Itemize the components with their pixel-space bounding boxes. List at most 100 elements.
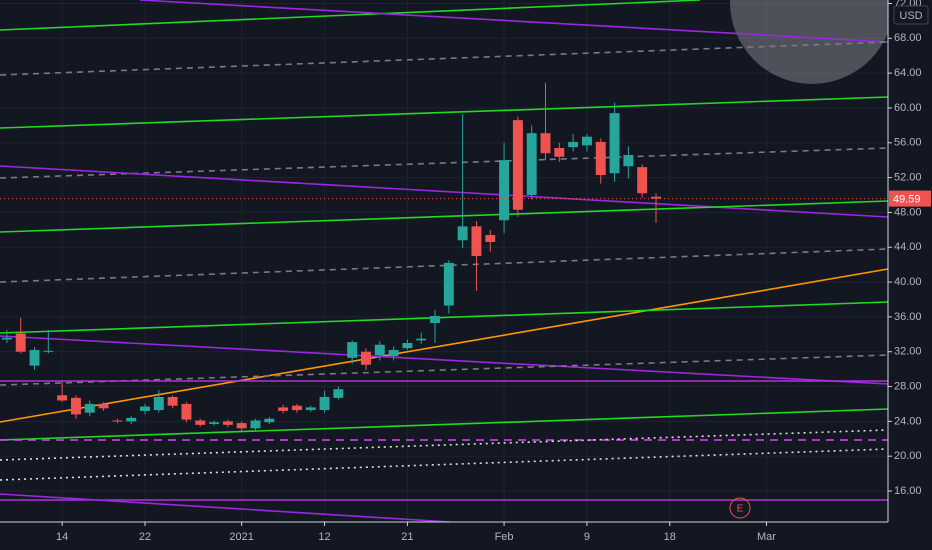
candle-body	[29, 349, 40, 366]
candle-body	[319, 396, 330, 411]
y-tick-label: 40.00	[894, 276, 922, 288]
candle-body	[609, 113, 620, 174]
candle-body	[1, 337, 12, 340]
x-tick-label: Feb	[495, 531, 514, 543]
candle-body	[374, 344, 385, 356]
trend-line	[0, 448, 889, 481]
overlay-circle	[730, 0, 894, 84]
currency-label: USD	[899, 10, 922, 22]
trend-line	[0, 493, 451, 523]
candles	[0, 82, 888, 431]
candle-body	[140, 406, 150, 411]
trend-line	[139, 0, 889, 43]
candle-body	[637, 167, 648, 194]
candle-body	[57, 395, 68, 401]
candle-body	[15, 333, 26, 352]
trend-line	[0, 200, 889, 233]
trend-line	[0, 335, 889, 385]
candle-body	[581, 136, 592, 146]
candle-body	[153, 396, 164, 411]
candle-body	[471, 226, 482, 256]
y-tick-label: 32.00	[894, 346, 922, 358]
candle-body	[209, 422, 220, 424]
candle-body	[167, 396, 178, 406]
last-price-box	[889, 190, 931, 207]
candle-body	[98, 403, 109, 409]
candle-body	[305, 407, 316, 411]
x-tick-label: Mar	[757, 531, 776, 543]
y-tick-label: 44.00	[894, 241, 922, 253]
trend-line	[0, 41, 889, 76]
candle-body	[126, 417, 137, 422]
candle-body	[416, 338, 427, 341]
candle-body	[195, 420, 206, 425]
candle-body	[485, 235, 496, 243]
trend-line	[0, 268, 889, 423]
candle-body	[499, 160, 510, 221]
event-label[interactable]: E	[737, 504, 744, 515]
grid	[0, 0, 888, 522]
candle-body	[623, 154, 634, 167]
candle-body	[181, 403, 192, 420]
time-axis	[0, 522, 932, 550]
trend-line	[0, 147, 889, 179]
candle-body	[291, 405, 302, 411]
trend-line	[0, 0, 701, 31]
candle-body	[540, 133, 551, 154]
y-tick-label: 36.00	[894, 311, 922, 323]
candle-body	[361, 351, 371, 365]
candle-body	[333, 389, 344, 398]
x-tick-label: 21	[401, 531, 413, 543]
candle-body	[222, 421, 233, 425]
x-tick-label: 22	[139, 531, 151, 543]
candle-body	[457, 226, 468, 241]
x-tick-label: 18	[664, 531, 676, 543]
currency-box	[893, 5, 929, 25]
y-tick-label: 68.00	[894, 32, 922, 44]
event-marker[interactable]	[729, 497, 751, 519]
drawings	[0, 0, 894, 523]
y-tick-label: 16.00	[894, 485, 922, 497]
candle-body	[526, 133, 537, 196]
candle-body	[43, 350, 54, 352]
y-tick-label: 72.00	[894, 0, 922, 9]
candle-body	[70, 397, 81, 415]
y-tick-label: 28.00	[894, 380, 922, 392]
candle-body	[347, 342, 358, 358]
candle-body	[568, 141, 579, 148]
x-tick-label: 14	[56, 531, 68, 543]
trend-line	[0, 165, 889, 218]
candle-body	[595, 141, 606, 175]
x-tick-label: 2021	[229, 531, 253, 543]
trend-line	[0, 354, 889, 386]
x-tick-label: 9	[584, 531, 590, 543]
y-tick-label: 24.00	[894, 415, 922, 427]
y-tick-label: 52.00	[894, 172, 922, 184]
candle-body	[112, 420, 123, 422]
candle-body	[651, 196, 661, 199]
candle-body	[236, 423, 247, 429]
price-axis	[888, 0, 932, 550]
trend-line	[0, 408, 889, 441]
candle-body	[264, 418, 275, 423]
candle-body	[278, 407, 289, 411]
candle-body	[443, 262, 454, 306]
x-tick-label: 12	[318, 531, 330, 543]
candle-body	[430, 316, 440, 323]
last-price-label: 49.59	[893, 193, 921, 205]
candle-body	[402, 343, 413, 349]
trend-line	[0, 429, 889, 461]
candle-body	[388, 349, 399, 357]
candle-body	[554, 147, 565, 157]
trend-line	[0, 96, 889, 129]
axes: 16.00 20.00 24.00 28.00 32.00 36.00 40.00 44.00…	[56, 0, 931, 543]
y-tick-label: 56.00	[894, 137, 922, 149]
candle-body	[512, 120, 523, 210]
y-tick-label: 64.00	[894, 67, 922, 79]
y-tick-label: 48.00	[894, 206, 922, 218]
y-tick-label: 20.00	[894, 450, 922, 462]
candle-body	[84, 403, 95, 413]
y-tick-label: 60.00	[894, 102, 922, 114]
